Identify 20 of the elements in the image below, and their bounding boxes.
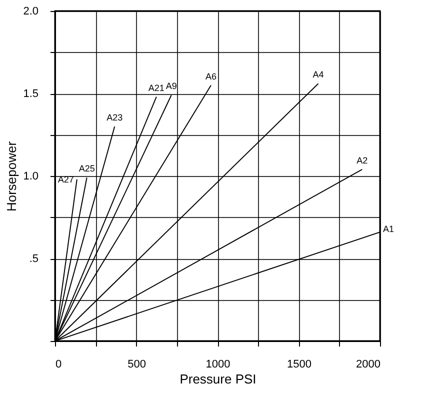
series-label: A2 — [356, 155, 368, 166]
series-label: A6 — [205, 71, 217, 82]
series-label: A9 — [166, 81, 177, 92]
series-label: A1 — [383, 224, 394, 234]
x-tick-label: 2000 — [356, 358, 380, 370]
y-tick-label: .5 — [29, 253, 38, 265]
x-tick-label: 500 — [128, 358, 146, 370]
y-axis-title: Horsepower — [4, 140, 20, 212]
x-tick-label: 1000 — [206, 358, 230, 370]
series-label: A23 — [106, 112, 123, 122]
y-tick-label: 1.5 — [23, 88, 38, 100]
x-tick-label: 0 — [56, 358, 62, 370]
series-label: A21 — [148, 82, 164, 93]
series-label: A27 — [58, 174, 74, 184]
x-axis-title: Pressure PSI — [180, 372, 256, 386]
y-tick-label: 1.0 — [23, 170, 38, 182]
series-label: A4 — [312, 70, 324, 80]
y-tick-label: 2.0 — [23, 6, 38, 18]
series-label: A25 — [78, 164, 95, 174]
x-tick-label: 1500 — [287, 358, 312, 370]
